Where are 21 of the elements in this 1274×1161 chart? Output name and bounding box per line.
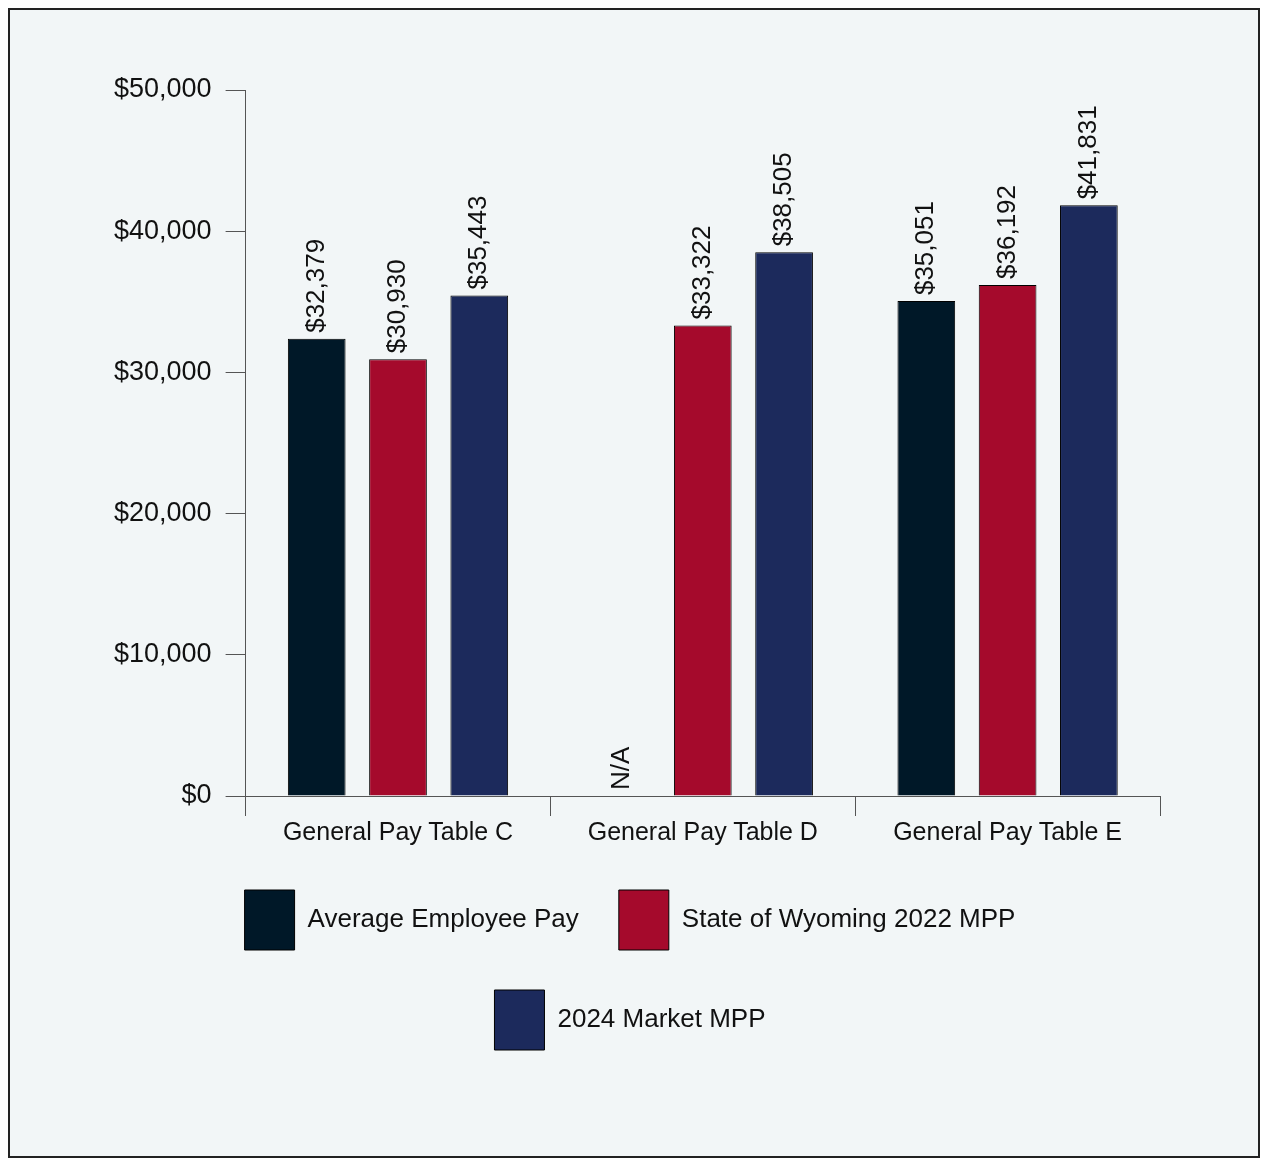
data-label: $41,831 (1072, 105, 1103, 200)
y-tick-label: $20,000 (113, 497, 212, 528)
legend-label: State of Wyoming 2022 MPP (681, 903, 1016, 934)
legend-label: 2024 Market MPP (557, 1003, 766, 1034)
y-tick-label: $40,000 (113, 214, 212, 245)
data-label: $30,930 (381, 259, 412, 354)
legend-label: Average Employee Pay (307, 903, 579, 934)
data-label: $35,443 (462, 195, 493, 290)
data-label: $36,192 (990, 184, 1021, 279)
x-tick-label: General Pay Table C (282, 816, 514, 845)
y-tick-label: $0 (181, 779, 212, 810)
text: N/A (604, 746, 635, 790)
x-tick-label: General Pay Table E (893, 816, 1123, 845)
y-tick-label: $50,000 (113, 73, 212, 104)
y-tick-label: $30,000 (113, 355, 212, 386)
y-tick-label: $10,000 (113, 638, 212, 669)
data-label: $33,322 (685, 225, 716, 320)
x-tick-label: General Pay Table D (587, 816, 818, 845)
data-label: $32,379 (299, 238, 330, 333)
data-label: $38,505 (767, 152, 798, 247)
data-label: $35,051 (909, 201, 940, 296)
